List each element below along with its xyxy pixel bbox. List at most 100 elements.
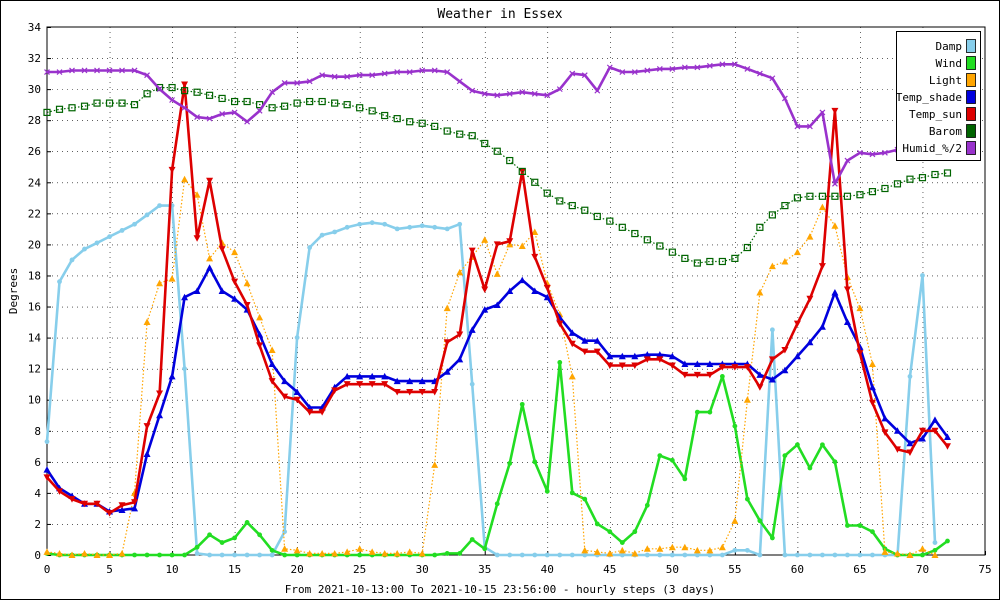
data-point <box>181 81 189 88</box>
data-point <box>418 119 426 127</box>
x-tick-label: 35 <box>478 563 491 576</box>
data-point <box>268 378 276 385</box>
data-point <box>294 79 301 86</box>
data-point <box>669 66 676 72</box>
data-point <box>806 192 814 200</box>
data-point <box>344 73 351 80</box>
data-point <box>219 552 225 558</box>
data-point <box>443 304 451 312</box>
data-point <box>281 102 289 110</box>
data-point <box>244 118 251 125</box>
data-point <box>731 254 739 262</box>
data-point <box>268 104 276 112</box>
data-point <box>906 175 914 183</box>
data-point <box>56 549 64 557</box>
data-point <box>918 435 926 442</box>
legend-swatch <box>966 141 976 155</box>
data-point <box>418 388 426 396</box>
data-point <box>293 546 301 554</box>
data-point <box>668 248 676 256</box>
data-point <box>681 543 689 551</box>
data-point <box>493 241 501 248</box>
data-point <box>544 92 551 99</box>
data-point <box>657 552 663 558</box>
x-tick-label: 0 <box>44 563 51 576</box>
data-point <box>532 459 538 465</box>
data-point <box>832 552 838 558</box>
data-point <box>531 253 539 261</box>
data-point <box>857 552 863 558</box>
data-point <box>469 381 475 387</box>
data-point <box>707 552 713 558</box>
data-point <box>419 67 426 74</box>
data-point <box>918 545 926 552</box>
data-point <box>694 552 700 558</box>
data-point <box>381 70 388 77</box>
data-point <box>482 546 488 552</box>
data-point <box>893 180 902 188</box>
data-point <box>556 320 564 328</box>
data-point <box>231 97 239 106</box>
data-point <box>643 545 651 552</box>
data-point <box>618 362 626 370</box>
data-point <box>193 191 201 198</box>
data-point <box>357 221 363 227</box>
y-tick-label: 30 <box>28 83 41 96</box>
y-tick-label: 24 <box>28 176 42 189</box>
data-point <box>406 388 414 396</box>
data-point <box>518 276 526 284</box>
series-humid-2 <box>44 61 913 187</box>
data-point <box>93 551 101 558</box>
data-point <box>506 90 513 97</box>
data-point <box>406 69 413 75</box>
legend-label: Temp_sun <box>909 108 962 121</box>
y-tick-label: 22 <box>28 207 41 220</box>
data-point <box>731 61 738 68</box>
data-point <box>782 453 788 459</box>
data-point <box>756 384 764 391</box>
data-point <box>143 423 151 430</box>
data-point <box>719 374 725 379</box>
data-point <box>706 546 714 554</box>
data-point <box>44 69 50 75</box>
data-point <box>557 552 563 558</box>
data-point <box>81 500 89 508</box>
data-point <box>807 552 813 558</box>
data-point <box>519 552 525 558</box>
data-point <box>768 262 776 270</box>
data-point <box>557 360 563 365</box>
data-point <box>269 89 276 96</box>
data-point <box>106 510 114 517</box>
data-point <box>743 364 751 371</box>
data-point <box>206 177 214 185</box>
data-point <box>481 306 489 313</box>
data-point <box>656 351 664 358</box>
data-point <box>631 229 639 238</box>
data-point <box>943 443 951 450</box>
data-point <box>343 372 351 380</box>
data-point <box>118 506 126 513</box>
data-point <box>256 313 264 321</box>
data-point <box>343 381 351 388</box>
data-point <box>643 351 651 358</box>
x-tick-label: 20 <box>291 563 304 576</box>
data-point <box>156 279 164 287</box>
data-point <box>618 352 626 360</box>
data-point <box>144 212 150 218</box>
data-point <box>393 549 401 557</box>
data-point <box>694 409 700 415</box>
data-point <box>257 552 263 558</box>
data-point <box>294 552 300 558</box>
y-tick-label: 10 <box>28 394 41 407</box>
data-point <box>281 393 289 401</box>
data-point <box>881 429 889 436</box>
data-point <box>468 247 476 255</box>
data-point <box>868 399 876 407</box>
data-point <box>644 502 650 508</box>
x-tick-label: 45 <box>603 563 616 576</box>
data-point <box>920 552 925 558</box>
data-point <box>619 540 625 545</box>
data-point <box>293 396 301 404</box>
data-point <box>381 381 389 388</box>
data-point <box>169 97 175 103</box>
